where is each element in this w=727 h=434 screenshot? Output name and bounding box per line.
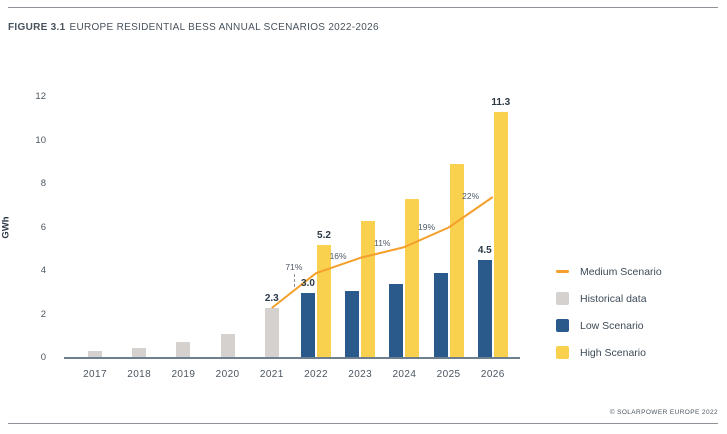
bar-low-2023 bbox=[345, 290, 360, 358]
top-rule bbox=[8, 7, 718, 8]
bar-high-2026 bbox=[493, 112, 508, 358]
xtick-2024: 2024 bbox=[392, 369, 417, 380]
y-axis-label: GWh bbox=[0, 216, 12, 239]
ytick-6: 6 bbox=[40, 221, 46, 233]
ytick-10: 10 bbox=[35, 134, 46, 146]
copyright-credit: © SOLARPOWER EUROPE 2022 bbox=[609, 409, 718, 416]
x-axis-line bbox=[64, 357, 520, 359]
bar-low-2022 bbox=[301, 292, 315, 358]
value-label-11.3: 11.3 bbox=[491, 97, 511, 109]
bottom-rule bbox=[8, 423, 718, 424]
xtick-2025: 2025 bbox=[436, 369, 461, 380]
legend-swatch-low bbox=[556, 319, 569, 332]
growth-callout-dash bbox=[293, 273, 295, 287]
growth-label-16%: 16% bbox=[329, 250, 347, 261]
bar-historical-2021 bbox=[264, 307, 279, 358]
legend-item-low-scenario: Low Scenario bbox=[556, 312, 662, 339]
bar-historical-2020 bbox=[220, 334, 235, 358]
value-label-5.2: 5.2 bbox=[317, 229, 331, 241]
bar-high-2022 bbox=[317, 244, 331, 358]
xtick-2020: 2020 bbox=[215, 369, 240, 380]
legend-label: Low Scenario bbox=[580, 319, 644, 332]
xtick-2021: 2021 bbox=[259, 369, 284, 380]
ytick-2: 2 bbox=[40, 308, 46, 320]
bar-low-2025 bbox=[433, 273, 448, 358]
xtick-2019: 2019 bbox=[171, 369, 196, 380]
legend-item-medium-scenario: Medium Scenario bbox=[556, 258, 662, 285]
legend-label: Medium Scenario bbox=[580, 265, 662, 278]
ytick-4: 4 bbox=[40, 265, 46, 276]
xtick-2018: 2018 bbox=[127, 369, 152, 380]
bar-historical-2019 bbox=[176, 341, 191, 358]
bar-low-2026 bbox=[477, 260, 492, 358]
xtick-2026: 2026 bbox=[480, 369, 505, 380]
legend-swatch-historical bbox=[556, 292, 569, 305]
xtick-2017: 2017 bbox=[83, 369, 107, 380]
bar-historical-2018 bbox=[132, 348, 147, 358]
growth-label-71%: 71% bbox=[285, 261, 303, 272]
xtick-2023: 2023 bbox=[348, 369, 373, 380]
legend-label: High Scenario bbox=[580, 346, 646, 359]
value-label-3.0: 3.0 bbox=[301, 277, 315, 289]
ytick-12: 12 bbox=[35, 91, 46, 102]
figure-title: FIGURE 3.1 EUROPE RESIDENTIAL BESS ANNUAL… bbox=[8, 22, 379, 33]
value-label-4.5: 4.5 bbox=[477, 245, 492, 257]
figure-number: FIGURE 3.1 bbox=[8, 22, 66, 33]
figure-title-text: EUROPE RESIDENTIAL BESS ANNUAL SCENARIOS… bbox=[69, 22, 379, 33]
bar-low-2024 bbox=[389, 284, 404, 358]
ytick-8: 8 bbox=[40, 178, 46, 189]
legend-item-historical-data: Historical data bbox=[556, 285, 662, 312]
legend-swatch-medium bbox=[556, 270, 569, 273]
growth-label-22%: 22% bbox=[462, 191, 480, 202]
chart-legend: Medium Scenario Historical data Low Scenar… bbox=[556, 258, 662, 366]
xtick-2022: 2022 bbox=[304, 369, 328, 380]
growth-label-19%: 19% bbox=[417, 222, 435, 233]
bar-historical-2017 bbox=[88, 351, 102, 358]
legend-label: Historical data bbox=[580, 292, 647, 305]
value-label-2.3: 2.3 bbox=[264, 292, 279, 304]
legend-swatch-high bbox=[556, 346, 569, 359]
ytick-0: 0 bbox=[40, 352, 46, 363]
legend-item-high-scenario: High Scenario bbox=[556, 339, 662, 366]
growth-label-11%: 11% bbox=[374, 237, 391, 248]
